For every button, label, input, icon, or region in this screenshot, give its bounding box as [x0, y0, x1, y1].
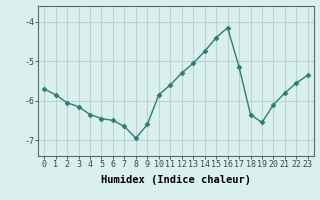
X-axis label: Humidex (Indice chaleur): Humidex (Indice chaleur)	[101, 175, 251, 185]
